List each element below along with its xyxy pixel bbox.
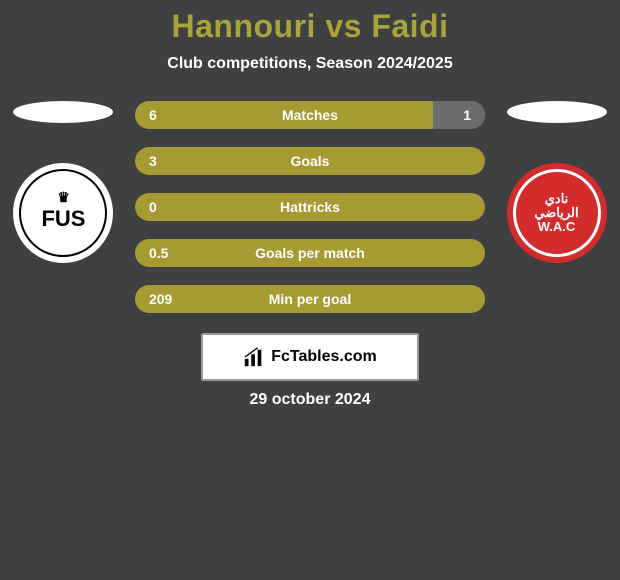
- crest-left-inner: ♛ FUS: [19, 169, 107, 257]
- stat-label: Min per goal: [135, 291, 485, 307]
- stat-label: Goals per match: [135, 245, 485, 261]
- stat-row: 0Hattricks: [135, 193, 485, 221]
- stat-row: 6Matches1: [135, 101, 485, 129]
- crest-right: نادي الرياضي W.A.C: [507, 163, 607, 263]
- crest-left: ♛ FUS: [13, 163, 113, 263]
- crest-right-inner: نادي الرياضي W.A.C: [513, 169, 601, 257]
- ellipse-cap-right: [507, 101, 607, 123]
- main-row: ♛ FUS 6Matches1 3Goals 0Hattricks 0.5Goals …: [0, 101, 620, 313]
- footer-date: 29 october 2024: [0, 391, 620, 409]
- crown-icon: ♛: [57, 189, 70, 206]
- stat-row: 209Min per goal: [135, 285, 485, 313]
- stat-value-right: 1: [463, 107, 471, 123]
- ellipse-cap-left: [13, 101, 113, 123]
- bar-chart-icon: [243, 346, 265, 368]
- footer-brand-badge: FcTables.com: [201, 333, 419, 381]
- right-column: نادي الرياضي W.A.C: [503, 101, 610, 263]
- crest-right-line1: نادي: [545, 192, 569, 206]
- infographic-root: Hannouri vs Faidi Club competitions, Sea…: [0, 0, 620, 409]
- stat-row: 0.5Goals per match: [135, 239, 485, 267]
- left-column: ♛ FUS: [10, 101, 117, 263]
- stat-label: Hattricks: [135, 199, 485, 215]
- stat-label: Matches: [135, 107, 485, 123]
- stat-label: Goals: [135, 153, 485, 169]
- stats-panel: 6Matches1 3Goals 0Hattricks 0.5Goals per ma…: [135, 101, 485, 313]
- footer-brand-text: FcTables.com: [271, 348, 377, 366]
- crest-left-label: FUS: [41, 206, 85, 232]
- crest-right-line2: الرياضي: [534, 206, 578, 220]
- page-title: Hannouri vs Faidi: [0, 8, 620, 45]
- crest-right-line3: W.A.C: [538, 220, 576, 234]
- subtitle: Club competitions, Season 2024/2025: [0, 55, 620, 73]
- stat-row: 3Goals: [135, 147, 485, 175]
